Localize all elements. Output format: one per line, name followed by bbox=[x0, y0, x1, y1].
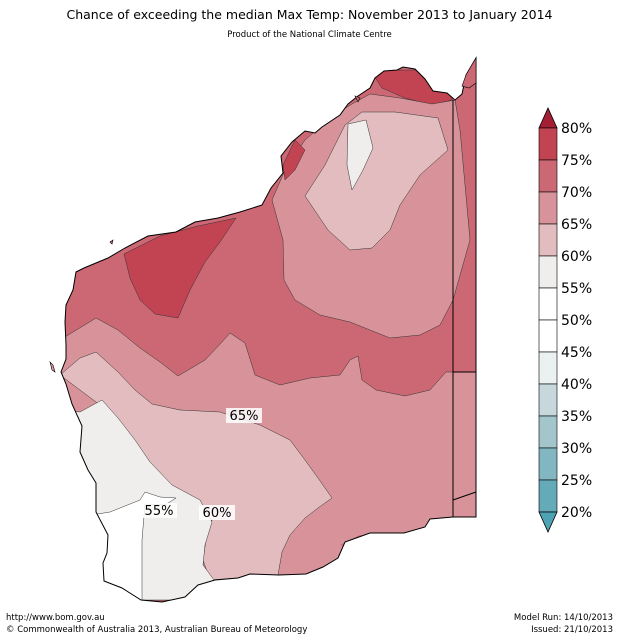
label-60-percent: 60% bbox=[203, 506, 232, 521]
region-75-east bbox=[282, 139, 306, 181]
footer-copyright: © Commonwealth of Australia 2013, Austra… bbox=[6, 625, 308, 635]
colorbar-tick-label: 30% bbox=[561, 441, 592, 457]
colorbar-band bbox=[538, 383, 558, 417]
islands bbox=[49, 56, 477, 373]
colorbar-tick-label: 65% bbox=[561, 217, 592, 233]
colorbar-tick-label: 25% bbox=[561, 473, 592, 489]
colorbar-bottom-arrow bbox=[538, 511, 558, 533]
map-subtitle: Product of the National Climate Centre bbox=[227, 30, 392, 40]
region-55-north bbox=[346, 119, 374, 191]
map-labels: 65% 55% 60% bbox=[141, 408, 262, 521]
colorbar-band bbox=[538, 447, 558, 481]
colorbar-band bbox=[538, 351, 558, 385]
colorbar-band bbox=[538, 319, 558, 353]
footer-issued: Issued: 21/10/2013 bbox=[531, 625, 613, 635]
footer-model-run: Model Run: 14/10/2013 bbox=[513, 613, 613, 623]
colorbar-band bbox=[538, 255, 558, 289]
colorbar-top-arrow bbox=[538, 107, 558, 129]
colorbar-tick-label: 20% bbox=[561, 505, 592, 521]
colorbar-band bbox=[538, 127, 558, 161]
colorbar-tick-label: 55% bbox=[561, 281, 592, 297]
colorbar-band bbox=[538, 159, 558, 193]
map-title: Chance of exceeding the median Max Temp:… bbox=[66, 7, 553, 22]
colorbar-band bbox=[538, 287, 558, 321]
colorbar-tick-label: 60% bbox=[561, 249, 592, 265]
footer-left: http://www.bom.gov.au © Commonwealth of … bbox=[6, 612, 307, 636]
colorbar-band bbox=[538, 415, 558, 449]
colorbar-legend: 80% 75% 70% 65% 60% 55% 50% 45% 40% 35% 30% 25% 20% bbox=[538, 107, 592, 533]
colorbar-tick-label: 75% bbox=[561, 153, 592, 169]
label-65-percent: 65% bbox=[230, 409, 259, 424]
colorbar-band bbox=[538, 479, 558, 513]
colorbar-tick-label: 80% bbox=[561, 121, 592, 137]
colorbar-band bbox=[538, 223, 558, 257]
footer-right: Model Run: 14/10/2013 Issued: 21/10/2013 bbox=[514, 612, 613, 636]
probability-regions bbox=[61, 58, 476, 602]
colorbar-tick-label: 50% bbox=[561, 313, 592, 329]
region-75-west bbox=[123, 217, 237, 319]
colorbar-tick-label: 70% bbox=[561, 185, 592, 201]
label-55-percent: 55% bbox=[145, 504, 174, 519]
footer-url: http://www.bom.gov.au bbox=[6, 613, 105, 623]
colorbar-band bbox=[538, 191, 558, 225]
region-60-north bbox=[304, 111, 449, 251]
state-borders bbox=[452, 100, 477, 517]
colorbar-tick-label: 45% bbox=[561, 345, 592, 361]
colorbar-tick-label: 35% bbox=[561, 409, 592, 425]
colorbar-tick-label: 40% bbox=[561, 377, 592, 393]
